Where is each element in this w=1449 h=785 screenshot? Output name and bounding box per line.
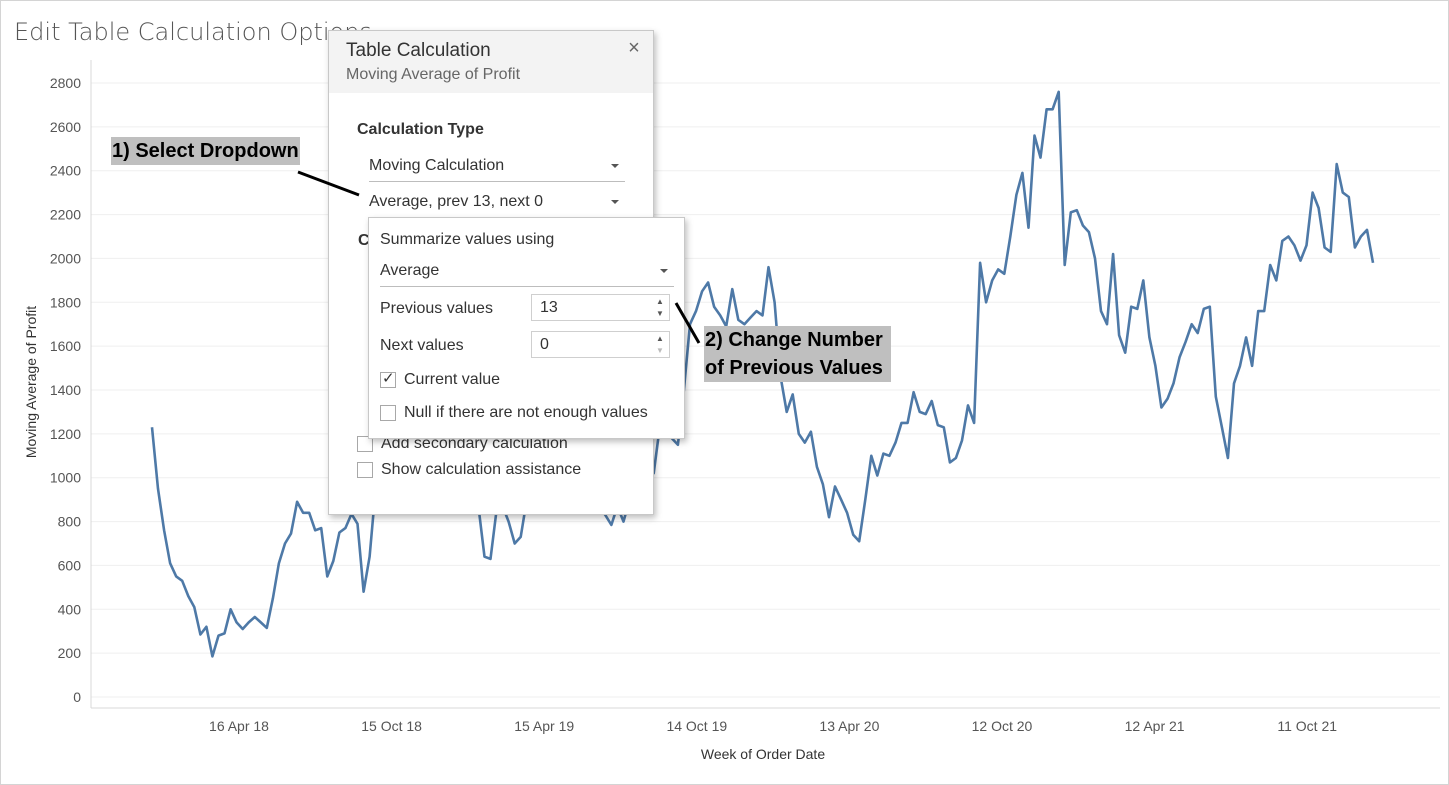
checkbox-label: Null if there are not enough values — [404, 404, 648, 421]
y-tick-label: 800 — [58, 514, 82, 530]
dialog-title: Table Calculation — [346, 40, 491, 61]
calculation-options-value: Average, prev 13, next 0 — [369, 193, 544, 210]
y-tick-label: 2800 — [50, 75, 81, 91]
gridlines — [91, 82, 1440, 698]
annotation-step-2-line-1: 2) Change Number — [705, 329, 883, 351]
x-tick-label: 13 Apr 20 — [819, 718, 879, 734]
stepper-up-icon[interactable]: ▲ — [656, 297, 664, 306]
calculation-type-value: Moving Calculation — [369, 157, 505, 174]
checkbox-box — [357, 436, 373, 452]
x-tick-label: 12 Apr 21 — [1125, 718, 1185, 734]
previous-values-stepper[interactable]: 13 ▲ ▼ — [531, 294, 670, 321]
page-title: Edit Table Calculation Options — [14, 18, 372, 46]
annotation-step-2-line-2: of Previous Values — [705, 357, 883, 379]
close-icon[interactable]: × — [628, 37, 640, 59]
add-secondary-calculation-checkbox[interactable]: Add secondary calculation — [357, 435, 647, 455]
y-tick-label: 2600 — [50, 119, 81, 135]
dialog-subtitle: Moving Average of Profit — [346, 66, 521, 83]
summarize-aggregation-dropdown[interactable]: Average — [380, 262, 674, 287]
y-tick-label: 1200 — [50, 426, 81, 442]
compute-using-label: C — [358, 232, 370, 249]
aggregation-value: Average — [380, 262, 440, 279]
previous-values-value: 13 — [540, 299, 558, 316]
stepper-down-icon[interactable]: ▼ — [656, 309, 664, 318]
y-tick-label: 2400 — [50, 163, 81, 179]
y-tick-label: 1400 — [50, 382, 81, 398]
summarize-values-label: Summarize values using — [380, 231, 555, 248]
caret-down-icon — [611, 200, 619, 204]
x-axis-ticks: 16 Apr 18 15 Oct 18 15 Apr 19 14 Oct 19 13 A… — [209, 718, 1337, 734]
calculation-type-label: Calculation Type — [357, 121, 484, 138]
moving-calculation-options-popup: Summarize values using Average Previous … — [368, 217, 685, 439]
previous-values-label: Previous values — [380, 300, 493, 317]
checkbox-label: Current value — [404, 371, 501, 388]
dialog-header: Table Calculation Moving Average of Prof… — [329, 31, 653, 93]
caret-down-icon — [660, 269, 668, 273]
checkbox-label: Show calculation assistance — [381, 461, 582, 478]
stepper-up-icon[interactable]: ▲ — [656, 334, 664, 343]
y-axis-title: Moving Average of Profit — [23, 306, 39, 458]
calculation-options-dropdown[interactable]: Average, prev 13, next 0 — [369, 193, 625, 217]
current-value-checkbox[interactable]: ✓ Current value — [380, 371, 680, 391]
y-tick-label: 1000 — [50, 470, 81, 486]
checkbox-label: Add secondary calculation — [381, 435, 568, 452]
x-tick-label: 11 Oct 21 — [1277, 718, 1337, 734]
checkbox-box — [357, 462, 373, 478]
y-tick-label: 400 — [58, 601, 82, 617]
null-if-not-enough-values-checkbox[interactable]: Null if there are not enough values — [380, 404, 680, 424]
next-values-value: 0 — [540, 336, 549, 353]
checkbox-box — [380, 405, 396, 421]
y-tick-label: 1800 — [50, 294, 81, 310]
series-line-0 — [150, 90, 1375, 658]
annotation-step-1: 1) Select Dropdown — [111, 137, 300, 165]
x-tick-label: 15 Apr 19 — [514, 718, 574, 734]
y-tick-label: 1600 — [50, 338, 81, 354]
caret-down-icon — [611, 164, 619, 168]
y-axis-ticks: 0 200 400 600 800 1000 1200 1400 1600 1800 2000 220… — [50, 75, 81, 705]
stepper-down-icon: ▼ — [656, 346, 664, 355]
x-tick-label: 15 Oct 18 — [361, 718, 422, 734]
y-tick-label: 2000 — [50, 250, 81, 266]
checkmark-icon: ✓ — [382, 370, 395, 387]
x-tick-label: 12 Oct 20 — [972, 718, 1033, 734]
x-axis-title: Week of Order Date — [701, 746, 825, 762]
next-values-stepper[interactable]: 0 ▲ ▼ — [531, 331, 670, 358]
y-tick-label: 600 — [58, 557, 82, 573]
x-tick-label: 14 Oct 19 — [666, 718, 727, 734]
annotation-step-2: 2) Change Number of Previous Values — [704, 326, 891, 382]
checkbox-box: ✓ — [380, 370, 396, 388]
y-tick-label: 0 — [73, 689, 81, 705]
y-tick-label: 2200 — [50, 207, 81, 223]
next-values-label: Next values — [380, 337, 464, 354]
y-tick-label: 200 — [58, 645, 82, 661]
x-tick-label: 16 Apr 18 — [209, 718, 269, 734]
calculation-type-dropdown[interactable]: Moving Calculation — [369, 157, 625, 182]
series-group — [150, 90, 1375, 658]
show-calculation-assistance-checkbox[interactable]: Show calculation assistance — [357, 461, 647, 481]
